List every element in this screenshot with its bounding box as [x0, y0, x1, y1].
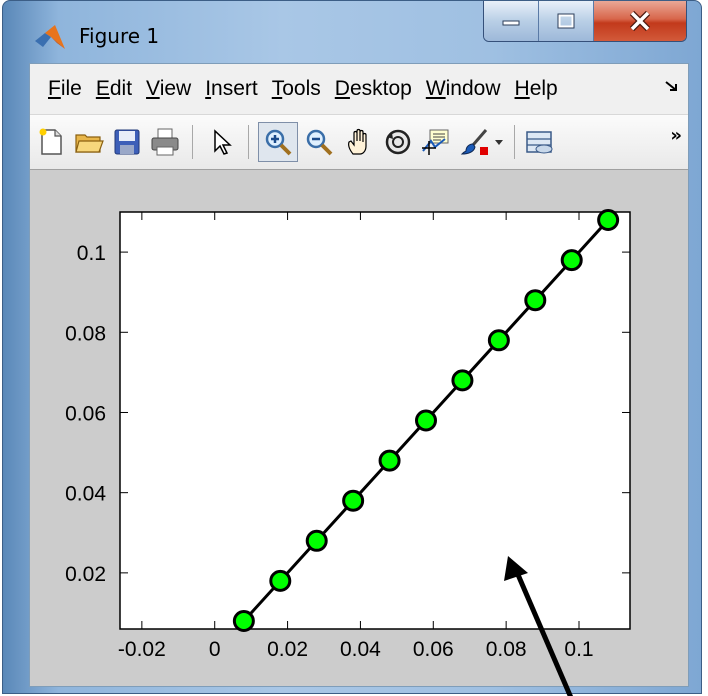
pan-hand-icon[interactable]	[344, 127, 374, 157]
title-bar[interactable]: Figure 1	[3, 1, 701, 63]
dock-arrow-icon[interactable]	[664, 78, 680, 94]
menu-insert[interactable]: Insert	[205, 77, 258, 101]
insert-colorbar-icon[interactable]	[524, 127, 554, 157]
menu-edit-label: dit	[109, 77, 133, 100]
menu-window[interactable]: Window	[426, 77, 501, 101]
data-point-marker	[342, 489, 365, 512]
close-button[interactable]	[594, 1, 686, 41]
menu-help-label: elp	[529, 77, 558, 100]
edit-plot-pointer-icon[interactable]	[206, 127, 236, 157]
toolbar-overflow-chevron[interactable]: »	[670, 125, 682, 146]
data-point-marker	[232, 609, 255, 632]
print-icon[interactable]	[150, 127, 180, 157]
x-tick-label: 0.02	[267, 638, 308, 661]
data-point-marker	[560, 249, 583, 272]
menu-file-mnemonic: F	[48, 77, 61, 100]
y-tick-label: 0.08	[65, 322, 106, 345]
data-point-marker	[415, 409, 437, 432]
x-tick-label: 0.1	[564, 638, 593, 661]
data-point-marker	[305, 529, 328, 552]
brush-dropdown-arrow-icon[interactable]	[492, 127, 506, 157]
data-point-marker	[269, 569, 292, 592]
new-figure-icon[interactable]	[36, 127, 66, 157]
maximize-icon	[557, 13, 575, 29]
x-tick-label: 0.08	[486, 638, 527, 661]
data-cursor-icon[interactable]	[421, 127, 451, 157]
data-point-marker	[524, 289, 547, 312]
menu-view[interactable]: View	[146, 77, 191, 101]
data-point-marker	[597, 209, 620, 232]
menu-file-label: ile	[60, 77, 82, 100]
menu-bar: File Edit View Insert Tools Desktop Wind…	[30, 64, 688, 114]
data-point-marker	[451, 369, 474, 392]
menu-desktop-label: esktop	[349, 77, 412, 100]
maximize-button[interactable]	[539, 1, 594, 41]
menu-tools[interactable]: Tools	[272, 77, 321, 101]
minimize-icon	[502, 20, 520, 26]
menu-insert-label: nsert	[211, 77, 258, 100]
x-tick-label: 0.04	[340, 638, 381, 661]
caption-buttons	[483, 1, 687, 42]
zoom-in-icon[interactable]	[263, 127, 293, 157]
toolbar-separator	[514, 125, 515, 159]
menu-tools-mnemonic: T	[271, 77, 283, 100]
menu-desktop[interactable]: Desktop	[335, 77, 412, 101]
plot-axes[interactable]: -0.02 0 0.02 0.04 0.06 0.08 0.1 0.02 0.04 0.06 0.0…	[30, 170, 688, 686]
menu-window-mnemonic: W	[425, 77, 446, 100]
close-icon	[629, 10, 651, 32]
toolbar-separator	[248, 125, 249, 159]
figure-canvas: -0.02 0 0.02 0.04 0.06 0.08 0.1 0.02 0.04 0.06 0.0…	[30, 170, 688, 686]
figure-client-area: File Edit View Insert Tools Desktop Wind…	[29, 63, 689, 687]
open-file-icon[interactable]	[74, 127, 104, 157]
figure-toolbar: »	[30, 114, 688, 170]
y-tick-label: 0.04	[65, 483, 106, 506]
menu-edit-mnemonic: E	[95, 77, 110, 100]
rotate-3d-icon[interactable]	[383, 127, 413, 157]
x-tick-label: 0.06	[413, 638, 454, 661]
y-tick-label: 0.02	[65, 563, 106, 586]
minimize-button[interactable]	[484, 1, 539, 41]
menu-insert-mnemonic: I	[205, 77, 212, 100]
data-point-marker	[487, 329, 510, 352]
menu-desktop-mnemonic: D	[334, 77, 350, 100]
menu-file[interactable]: File	[48, 77, 82, 101]
y-tick-label: 0.1	[77, 242, 106, 265]
toolbar-separator	[192, 125, 193, 159]
data-point-marker	[378, 449, 401, 472]
menu-edit[interactable]: Edit	[96, 77, 132, 101]
menu-help-mnemonic: H	[514, 77, 530, 100]
y-tick-label: 0.06	[65, 402, 106, 425]
brush-icon[interactable]	[460, 127, 490, 157]
menu-help[interactable]: Help	[515, 77, 558, 101]
menu-tools-label: ools	[282, 77, 321, 100]
matlab-logo-icon	[35, 25, 65, 49]
menu-window-label: indow	[445, 77, 501, 100]
x-tick-label: -0.02	[118, 638, 166, 661]
menu-view-label: iew	[159, 77, 192, 100]
menu-view-mnemonic: V	[146, 77, 160, 100]
window-title: Figure 1	[79, 24, 160, 48]
zoom-out-icon[interactable]	[304, 127, 334, 157]
save-icon[interactable]	[112, 127, 142, 157]
axes-box	[119, 211, 631, 630]
x-tick-label: 0	[209, 638, 221, 661]
